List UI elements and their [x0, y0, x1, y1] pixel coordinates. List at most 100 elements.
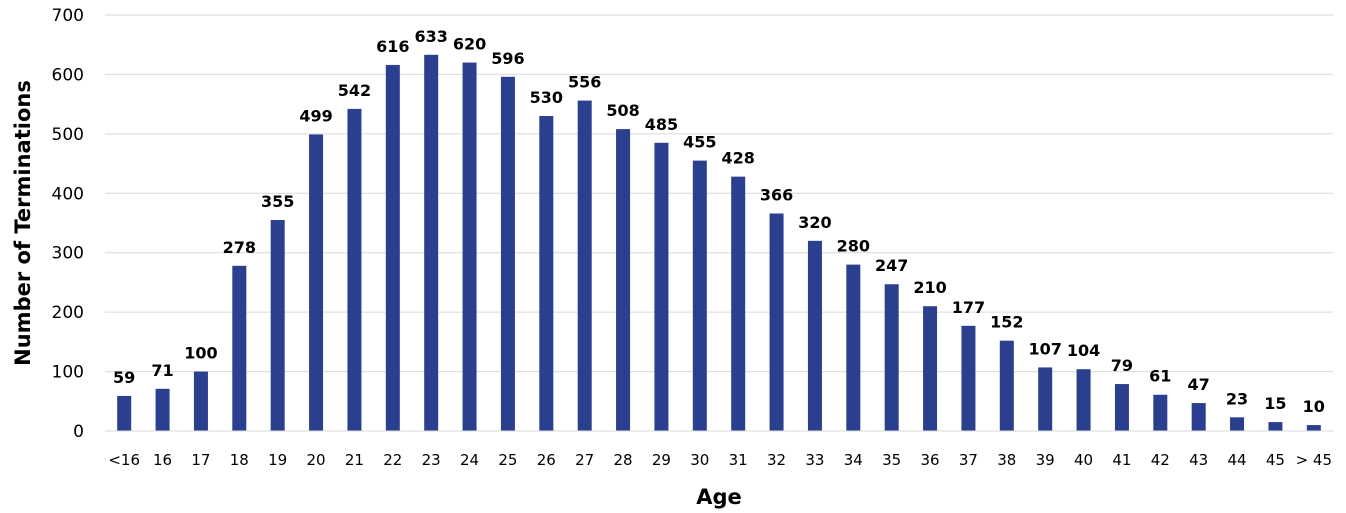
y-tick-label: 700 [52, 6, 84, 26]
bar [385, 64, 400, 432]
bar [539, 116, 554, 432]
bar [769, 213, 784, 431]
data-label: 320 [798, 213, 831, 232]
x-axis-ticks: <16 16 17 18 19 20 21 22 23 24 25 26 27 28 29 30 31 32 33 3… [108, 451, 1332, 469]
data-label: 152 [990, 313, 1023, 332]
data-label: 15 [1264, 394, 1286, 413]
x-tick-label: > 45 [1296, 451, 1332, 469]
data-label: 620 [453, 35, 486, 54]
y-tick-label: 200 [52, 303, 84, 323]
data-label: 366 [760, 185, 793, 204]
y-tick-label: 500 [52, 125, 84, 145]
bar [1191, 403, 1206, 431]
bar [424, 54, 439, 432]
bar [1114, 384, 1129, 431]
bar [155, 388, 170, 431]
x-tick-label: 28 [614, 451, 633, 469]
data-label: 61 [1149, 367, 1171, 386]
x-tick-label: 41 [1112, 451, 1131, 469]
bar [846, 264, 861, 431]
x-axis-title: Age [696, 485, 742, 509]
y-tick-label: 0 [73, 422, 84, 442]
bar [309, 134, 324, 432]
bar [1153, 394, 1168, 431]
data-label: 530 [530, 88, 563, 107]
data-label: 177 [952, 298, 985, 317]
x-tick-label: 29 [652, 451, 671, 469]
x-tick-label: 17 [191, 451, 210, 469]
bar [884, 284, 899, 431]
y-tick-label: 600 [52, 65, 84, 85]
y-tick-label: 100 [52, 363, 84, 383]
bar [347, 108, 362, 431]
x-tick-label: 32 [767, 451, 786, 469]
x-tick-label: 20 [307, 451, 326, 469]
x-tick-label: 19 [268, 451, 287, 469]
data-label: 556 [568, 73, 601, 92]
bar [500, 76, 515, 431]
data-label: 280 [837, 237, 870, 256]
bar [999, 340, 1014, 431]
y-tick-label: 400 [52, 184, 84, 204]
bar [270, 220, 285, 431]
bar [1076, 369, 1091, 431]
x-tick-label: 45 [1266, 451, 1285, 469]
bar [961, 325, 976, 431]
y-tick-label: 300 [52, 244, 84, 264]
data-label: 100 [184, 344, 217, 363]
x-tick-label: 25 [498, 451, 517, 469]
x-tick-label: 16 [153, 451, 172, 469]
data-label: 633 [414, 27, 447, 46]
bar [731, 176, 746, 431]
x-tick-label: 24 [460, 451, 479, 469]
data-label: 455 [683, 133, 716, 152]
x-tick-label: 26 [537, 451, 556, 469]
x-tick-label: 39 [1036, 451, 1055, 469]
x-tick-label: 44 [1228, 451, 1247, 469]
data-label: 278 [223, 238, 256, 257]
data-label: 542 [338, 81, 371, 100]
x-tick-label: 42 [1151, 451, 1170, 469]
bar [232, 265, 247, 431]
data-label: 508 [606, 101, 639, 120]
x-tick-label: 40 [1074, 451, 1093, 469]
bar [654, 142, 669, 431]
data-labels: 59 71 100 278 355 499 542 616 633 620 596 530 556 508… [113, 27, 1325, 416]
data-label: 71 [151, 361, 173, 380]
x-tick-label: 34 [844, 451, 863, 469]
bars [117, 54, 1321, 432]
bar [1230, 417, 1245, 431]
bar [1306, 425, 1321, 431]
x-tick-label: 27 [575, 451, 594, 469]
x-tick-label: 21 [345, 451, 364, 469]
x-tick-label: <16 [108, 451, 140, 469]
data-label: 10 [1303, 397, 1325, 416]
data-label: 104 [1067, 341, 1100, 360]
x-tick-label: 37 [959, 451, 978, 469]
data-label: 596 [491, 49, 524, 68]
bar [807, 240, 822, 431]
x-tick-label: 36 [921, 451, 940, 469]
data-label: 616 [376, 37, 409, 56]
x-tick-label: 33 [805, 451, 824, 469]
bar [616, 129, 631, 432]
data-label: 428 [721, 149, 754, 168]
bar [462, 62, 477, 432]
bar [692, 160, 707, 431]
x-tick-label: 31 [729, 451, 748, 469]
x-tick-label: 23 [422, 451, 441, 469]
x-tick-label: 18 [230, 451, 249, 469]
data-label: 59 [113, 368, 135, 387]
y-axis-title: Number of Terminations [11, 80, 35, 366]
data-label: 210 [913, 278, 946, 297]
data-label: 485 [645, 115, 678, 134]
data-label: 499 [299, 106, 332, 125]
x-tick-label: 35 [882, 451, 901, 469]
x-tick-label: 43 [1189, 451, 1208, 469]
data-label: 47 [1188, 375, 1210, 394]
data-label: 23 [1226, 389, 1248, 408]
x-tick-label: 38 [997, 451, 1016, 469]
x-tick-label: 22 [383, 451, 402, 469]
data-label: 247 [875, 256, 908, 275]
